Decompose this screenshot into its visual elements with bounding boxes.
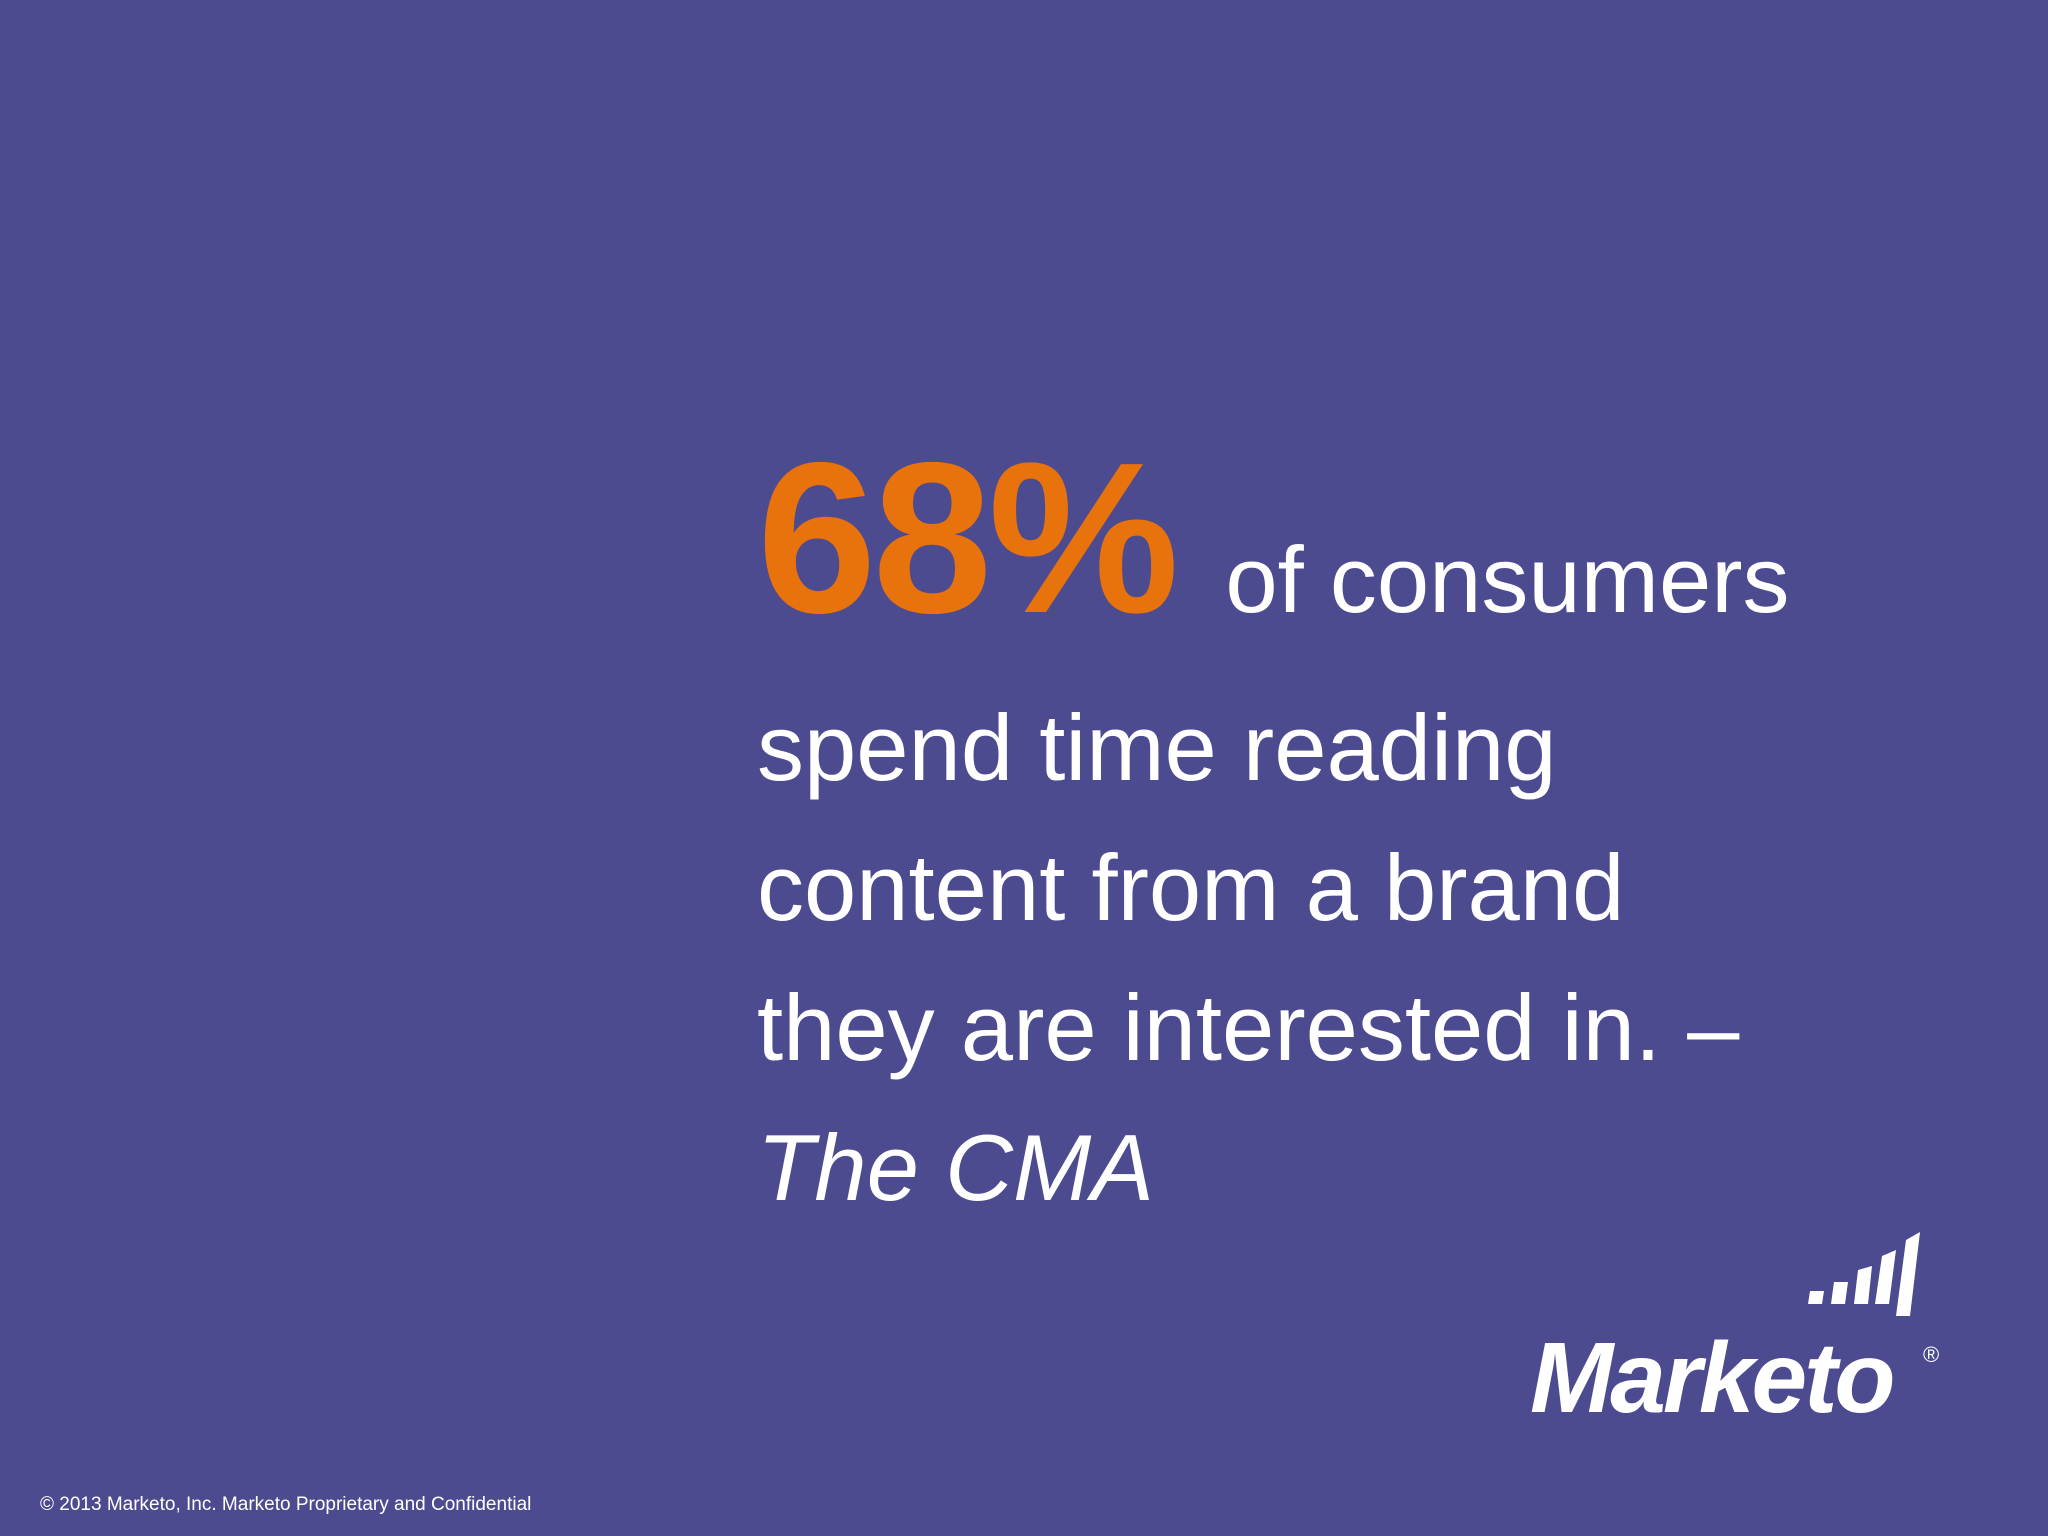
logo-wordmark: Marketo [1530,1322,1892,1432]
stat-block: 68% of consumers spend time reading cont… [757,430,1957,1238]
stat-number: 68% [757,417,1179,658]
marketo-logo: Marketo ® [1530,1232,1939,1432]
logo-bars-icon [1808,1232,1920,1316]
quote-source: The CMA [757,1115,1154,1220]
quote-line: spend time reading [757,695,1557,800]
logo-registered-mark: ® [1923,1342,1939,1367]
stat-lead: of consumers [1225,527,1790,632]
quote-line: content from a brand [757,835,1625,940]
quote-body: spend time reading content from a brand … [757,678,1957,1238]
copyright-notice: © 2013 Marketo, Inc. Marketo Proprietary… [40,1494,532,1515]
headline-row: 68% of consumers [757,430,1957,645]
quote-line: they are interested in. – [757,975,1740,1080]
